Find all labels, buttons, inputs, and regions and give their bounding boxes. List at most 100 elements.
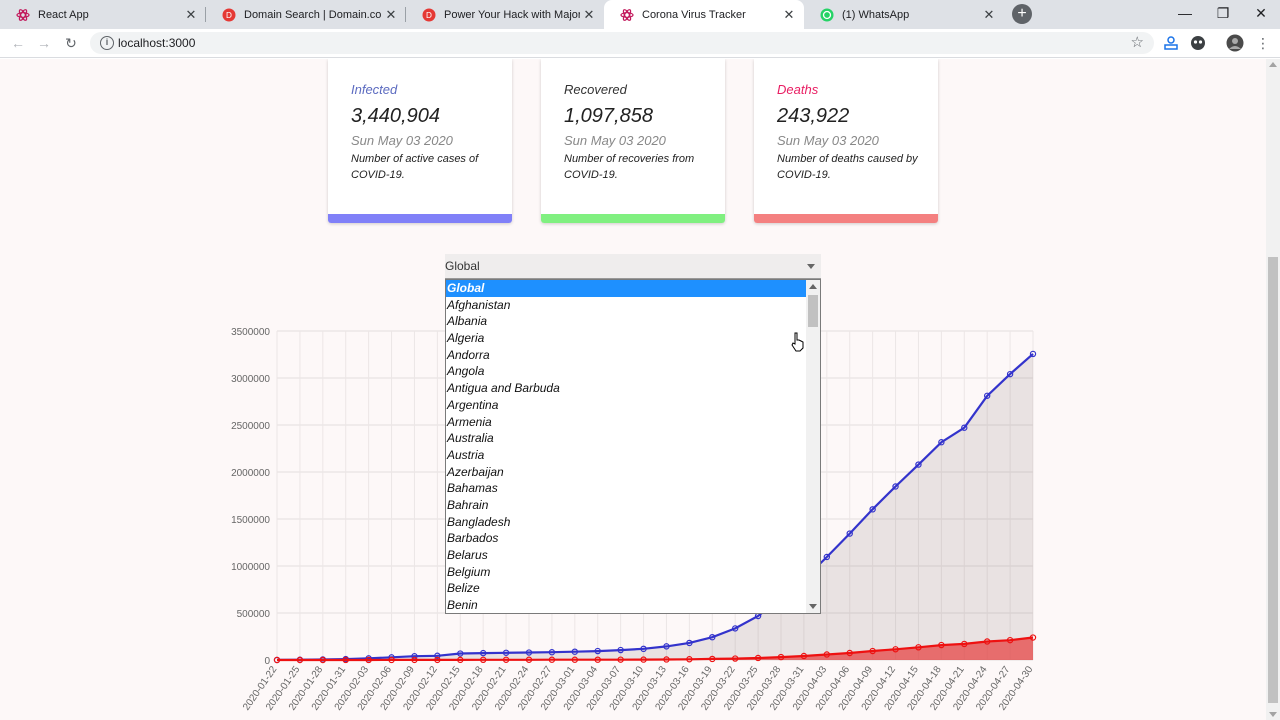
menu-kebab-icon[interactable]: ⋮ <box>1256 35 1270 51</box>
data-point <box>1029 350 1037 358</box>
tab-domain-search[interactable]: D Domain Search | Domain.com ✕ <box>206 0 406 29</box>
country-option[interactable]: Albania <box>447 314 488 329</box>
y-tick-label: 0 <box>264 656 270 667</box>
country-option[interactable]: Bahrain <box>447 497 489 512</box>
data-point <box>686 639 693 647</box>
extension-mask-icon[interactable] <box>1189 34 1207 52</box>
country-option[interactable]: Belgium <box>447 564 491 579</box>
data-point <box>548 649 556 656</box>
data-point <box>869 647 876 655</box>
country-option[interactable]: Global <box>446 280 806 297</box>
data-point <box>525 649 533 656</box>
series-line-1 <box>277 636 1034 662</box>
page-content: 0 500000 1000000 1500000 2000000 2500000 30000… <box>0 59 1266 720</box>
back-arrow-icon[interactable]: ← <box>11 35 25 51</box>
hand-cursor-icon <box>791 332 804 352</box>
data-point <box>1006 370 1014 378</box>
y-tick-label: 500000 <box>237 609 271 620</box>
extension-person-icon[interactable] <box>1162 34 1180 52</box>
data-point <box>846 530 853 537</box>
tab-title: Power Your Hack with Major Leag <box>444 8 580 21</box>
mlh-favicon-icon: D <box>422 8 436 21</box>
browser-toolbar: ← → ↻ i localhost:3000 ☆ ⋮ <box>0 29 1280 58</box>
country-option[interactable]: Argentina <box>447 397 499 412</box>
card-description: Number of deaths caused by COVID-19. <box>777 153 918 181</box>
country-option[interactable]: Austria <box>447 447 485 462</box>
card-accent-bar <box>754 214 938 223</box>
data-point <box>296 656 304 664</box>
close-window-icon[interactable]: ✕ <box>1255 5 1267 21</box>
card-description: Number of recoveries from COVID-19. <box>564 153 695 181</box>
minimize-icon[interactable]: — <box>1178 5 1192 21</box>
country-option[interactable]: Azerbaijan <box>447 464 504 479</box>
y-tick-label: 3000000 <box>231 374 270 385</box>
country-option[interactable]: Antigua and Barbuda <box>447 381 560 396</box>
deaths-card: Deaths 243,922 Sun May 03 2020 Number of… <box>754 59 938 223</box>
tab-title: (1) WhatsApp <box>842 8 910 21</box>
reload-icon[interactable]: ↻ <box>65 35 77 51</box>
country-option[interactable]: Barbados <box>447 531 499 546</box>
tab-react-app[interactable]: React App ✕ <box>0 0 206 29</box>
bookmark-star-icon[interactable]: ☆ <box>1130 34 1144 51</box>
country-option[interactable]: Australia <box>447 431 494 446</box>
recovered-card: Recovered 1,097,858 Sun May 03 2020 Numb… <box>541 59 725 223</box>
chevron-down-icon[interactable] <box>807 264 815 269</box>
tab-whatsapp[interactable]: (1) WhatsApp ✕ <box>804 0 1004 29</box>
country-options-list[interactable]: Global Afghanistan Albania Algeria Andorra An… <box>445 279 821 614</box>
data-point <box>663 643 670 650</box>
close-tab-icon[interactable]: ✕ <box>983 6 995 22</box>
tab-corona-tracker[interactable]: Corona Virus Tracker ✕ <box>604 0 804 29</box>
data-point <box>273 656 281 664</box>
forward-arrow-icon[interactable]: → <box>37 35 51 51</box>
new-tab-button[interactable]: + <box>1012 4 1032 24</box>
profile-avatar-icon[interactable] <box>1226 34 1244 52</box>
country-option[interactable]: Algeria <box>447 331 485 346</box>
card-value: 1,097,858 <box>564 105 653 127</box>
data-point <box>938 439 945 446</box>
tab-title: Domain Search | Domain.com <box>244 8 382 21</box>
data-point <box>525 656 533 663</box>
data-point <box>731 625 739 632</box>
country-option[interactable]: Armenia <box>447 414 492 429</box>
page-scrollbar[interactable] <box>1266 59 1280 720</box>
close-tab-icon[interactable]: ✕ <box>385 6 397 22</box>
country-select[interactable]: Global <box>445 254 821 279</box>
url-text[interactable]: localhost:3000 <box>118 36 196 50</box>
data-point <box>502 649 510 656</box>
country-option[interactable]: Bahamas <box>447 481 498 496</box>
close-tab-icon[interactable]: ✕ <box>185 6 197 22</box>
data-point <box>800 652 808 660</box>
country-option[interactable]: Benin <box>447 598 478 613</box>
country-option[interactable]: Belize <box>447 581 480 596</box>
country-option[interactable]: Belarus <box>447 548 488 562</box>
data-point <box>411 656 418 664</box>
svg-text:D: D <box>426 11 432 20</box>
data-point <box>731 655 739 662</box>
react-favicon-icon <box>16 8 30 21</box>
dropdown-scrollbar[interactable] <box>806 280 820 613</box>
tab-strip: React App ✕ D Domain Search | Domain.com… <box>0 0 1280 29</box>
address-bar[interactable]: i localhost:3000 ☆ <box>90 32 1154 54</box>
data-point <box>640 645 647 653</box>
data-point <box>319 656 327 664</box>
country-option[interactable]: Bangladesh <box>447 514 511 529</box>
card-date: Sun May 03 2020 <box>777 133 879 148</box>
data-point <box>754 654 762 662</box>
info-icon[interactable]: i <box>100 36 114 50</box>
cases-line-chart: 0 500000 1000000 1500000 2000000 2500000 30000… <box>231 327 1037 713</box>
y-tick-label: 2500000 <box>231 421 270 432</box>
card-accent-bar <box>541 214 725 223</box>
close-tab-icon[interactable]: ✕ <box>583 6 595 22</box>
restore-icon[interactable]: ❐ <box>1216 5 1230 21</box>
tab-mlh[interactable]: D Power Your Hack with Major Leag ✕ <box>406 0 604 29</box>
country-option[interactable]: Andorra <box>447 347 490 362</box>
card-title: Recovered <box>564 82 627 97</box>
close-tab-icon[interactable]: ✕ <box>783 6 795 22</box>
data-point <box>1029 634 1037 641</box>
data-point <box>1006 636 1014 644</box>
country-option[interactable]: Afghanistan <box>447 297 511 312</box>
card-value: 3,440,904 <box>351 105 440 127</box>
country-option[interactable]: Angola <box>447 364 485 379</box>
card-title: Deaths <box>777 82 819 97</box>
data-point <box>983 638 991 645</box>
